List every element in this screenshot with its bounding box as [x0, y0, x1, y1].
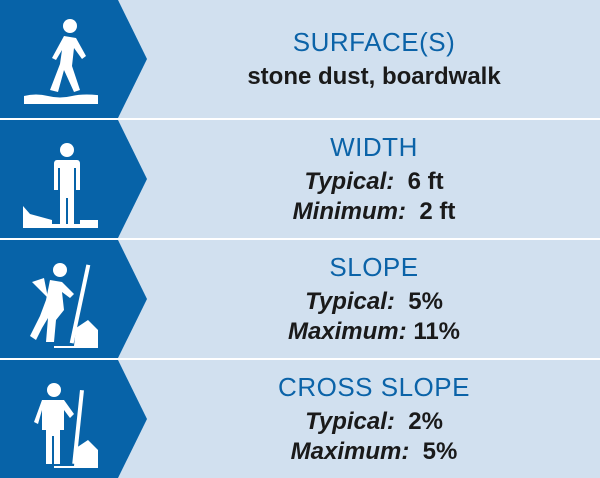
width-minimum: Minimum: 2 ft [292, 197, 456, 225]
cross-slope-typical: Typical: 2% [305, 407, 443, 435]
width-typical: Typical: 6 ft [304, 167, 444, 195]
cross-slope-maximum: Maximum: 5% [290, 437, 458, 465]
slope-row: SLOPE Typical: 5% Maximum: 11% [0, 240, 600, 358]
surface-value: stone dust, boardwalk [247, 62, 501, 90]
cross-slope-title: CROSS SLOPE [278, 371, 470, 402]
width-title: WIDTH [330, 131, 418, 162]
slope-typical: Typical: 5% [305, 287, 443, 315]
walking-on-surface-icon [24, 19, 98, 104]
surface-title: SURFACE(S) [292, 26, 456, 57]
hiker-cross-slope-icon [34, 383, 98, 468]
standing-width-icon [23, 143, 98, 228]
slope-maximum: Maximum: 11% [287, 317, 461, 345]
width-row: WIDTH Typical: 6 ft Minimum: 2 ft [0, 120, 600, 238]
slope-title: SLOPE [329, 251, 419, 282]
hiker-uphill-slope-icon [30, 263, 98, 348]
surface-row: SURFACE(S) stone dust, boardwalk [0, 0, 600, 118]
chevron-panel [0, 360, 147, 478]
chevron-panel [0, 0, 147, 118]
cross-slope-row: CROSS SLOPE Typical: 2% Maximum: 5% [0, 360, 600, 478]
